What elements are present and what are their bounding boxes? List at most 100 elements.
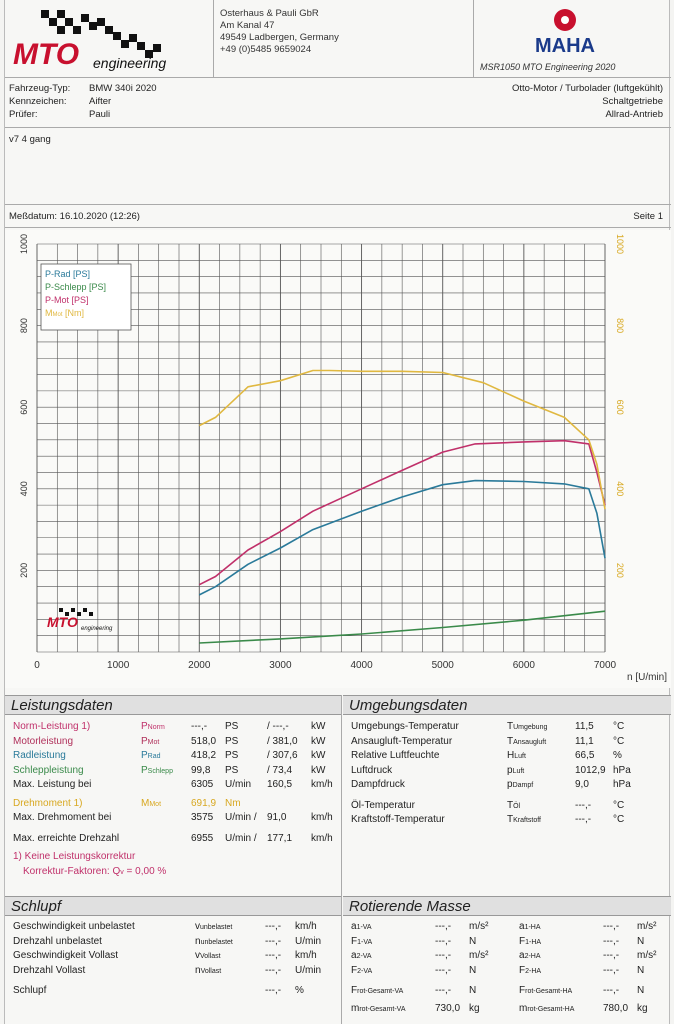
header-divider [213, 0, 214, 78]
vehicle-type-label: Fahrzeug-Typ: [9, 83, 71, 94]
page-number: Seite 1 [633, 211, 663, 222]
software-version: MSR1050 MTO Engineering 2020 [480, 62, 616, 72]
y-left-tick-label: 400 [19, 481, 29, 496]
chart-legend: P-Rad [PS] P-Schlepp [PS] P-Mot [PS] MMot [… [40, 263, 132, 331]
umgebung-table: Umgebungs-Temperatur TUmgebung 11,5 °C Ansau… [351, 720, 669, 828]
measurement-bar: Meßdatum: 16.10.2020 (12:26) Seite 1 [5, 204, 671, 228]
legend-entry: P-Rad [PS] [45, 269, 90, 279]
masse-unit-va: N [469, 985, 477, 996]
masse-unit-va: kg [469, 1002, 480, 1014]
masse-symbol-va: F1-VA [351, 935, 373, 947]
leistung-value-1: 6305 [191, 779, 214, 790]
leistung-unit-2: kW [311, 721, 326, 732]
series-line-2 [198, 439, 606, 586]
umgebung-row: Umgebungs-Temperatur TUmgebung 11,5 °C [351, 720, 669, 735]
korrektur-factor-text: Korrektur-Faktoren: Qv = 0,00 % [23, 865, 167, 877]
leistung-row: Max. Leistung bei 6305 U/min 160,5 km/h [13, 778, 339, 793]
masse-unit-va: m/s² [469, 950, 489, 961]
max-row: Max. Drehmoment bei 3575 U/min / 91,0 km/h [13, 811, 339, 826]
max-label: Max. Drehmoment bei [13, 812, 112, 823]
masse-value-ha: ---,- [603, 921, 620, 932]
legend-entry: P-Schlepp [PS] [45, 282, 106, 292]
x-tick-label: 4000 [350, 660, 373, 671]
schlupf-unit: km/h [295, 950, 317, 961]
dyno-report-sheet: MTO engineering Osterhaus & Pauli GbR Am… [4, 0, 671, 1024]
leistung-unit-1: PS [225, 750, 239, 761]
masse-value-ha: ---,- [603, 950, 620, 961]
drehmoment-symbol: MMot [141, 797, 162, 809]
leistung-row: Schleppleistung PSchlepp 99,8 PS / 73,4 kW [13, 764, 339, 779]
umgebung-label: Dampfdruck [351, 779, 405, 790]
masse-value-va: ---,- [435, 921, 452, 932]
leistung-unit-2: km/h [311, 779, 333, 790]
power-torque-chart: 0 1000 2000 3000 4000 5000 6000 7000 n [U/min] 20… [5, 230, 671, 688]
masse-unit-ha: m/s² [637, 921, 657, 932]
max-row: Max. erreichte Drehzahl 6955 U/min / 177,1 k… [13, 832, 339, 847]
masse-unit-ha: kg [637, 1002, 648, 1014]
drehmoment-unit: Nm [225, 797, 241, 809]
umgebung-value: 11,1 [575, 735, 594, 747]
x-tick-label: 6000 [513, 660, 536, 671]
umgebung-symbol: TAnsaugluft [507, 735, 547, 747]
masse-symbol-ha: F2-HA [519, 964, 542, 976]
max-value-2: 177,1 [267, 832, 293, 844]
max-label: Max. erreichte Drehzahl [13, 832, 120, 844]
umgebung-symbol: pLuft [507, 764, 525, 776]
test-note: v7 4 gang [9, 134, 51, 145]
x-axis-label: n [U/min] [627, 672, 667, 683]
y-right-tick-label: 800 [615, 318, 625, 333]
umgebung-unit: °C [613, 799, 625, 811]
masse-row: F1-VA ---,- N F1-HA ---,- N [351, 935, 669, 950]
umgebung-label: Umgebungs-Temperatur [351, 721, 459, 732]
x-tick-label: 7000 [594, 660, 617, 671]
max-unit-1: U/min / [225, 832, 257, 844]
umgebung-row: Kraftstoff-Temperatur TKraftstoff ---,- °C [351, 813, 669, 828]
leistung-row: Motorleistung PMot 518,0 PS / 381,0 kW [13, 735, 339, 750]
masse-value-va: 730,0 [435, 1002, 461, 1014]
legend-entry: P-Mot [PS] [45, 295, 89, 305]
schlupf-symbol: nVollast [195, 964, 222, 976]
tester-value: Pauli [89, 109, 111, 120]
schlupf-label: Drehzahl unbelastet [13, 935, 102, 947]
address-line: 49549 Ladbergen, Germany [220, 32, 339, 43]
masse-unit-va: N [469, 964, 477, 976]
leistung-unit-1: PS [225, 735, 239, 747]
schlupf-symbol: vVollast [195, 950, 221, 961]
leistung-unit-2: kW [311, 735, 326, 747]
section-title-schlupf: Schlupf [5, 896, 341, 916]
section-divider [341, 695, 342, 1024]
leistung-value-2: / 73,4 [267, 764, 293, 776]
leistung-value-2: / 307,6 [267, 750, 298, 761]
watermark-flag-icon [77, 612, 81, 616]
masse-row: F2-VA ---,- N F2-HA ---,- N [351, 964, 669, 979]
series-line-3 [198, 369, 606, 510]
umgebung-symbol: pDampf [507, 779, 534, 790]
umgebung-label: Kraftstoff-Temperatur [351, 814, 445, 825]
umgebung-label: Relative Luftfeuchte [351, 750, 440, 761]
umgebung-value: ---,- [575, 799, 592, 811]
leistung-value-1: 518,0 [191, 735, 217, 747]
masse-row: mrot-Gesamt-VA 730,0 kg mrot-Gesamt-HA 780,0… [351, 1002, 669, 1017]
masse-unit-ha: N [637, 985, 645, 996]
schlupf-symbol: nunbelastet [195, 935, 233, 947]
masse-unit-ha: N [637, 935, 645, 947]
leistung-value-2: / 381,0 [267, 735, 298, 747]
leistung-label: Motorleistung [13, 735, 74, 747]
masse-unit-va: m/s² [469, 921, 489, 932]
watermark-flag-icon [89, 612, 93, 616]
drehmoment-row: Drehmoment 1) MMot 691,9 Nm [13, 797, 339, 812]
masse-value-va: ---,- [435, 950, 452, 961]
x-tick-label: 0 [34, 660, 40, 671]
leistung-label: Schleppleistung [13, 764, 84, 776]
umgebung-row: Ansaugluft-Temperatur TAnsaugluft 11,1 °C [351, 735, 669, 750]
vehicle-type-value: BMW 340i 2020 [89, 83, 157, 94]
umgebung-symbol: TKraftstoff [507, 814, 541, 825]
logo-mto-text: MTO [13, 38, 79, 71]
masse-unit-ha: m/s² [637, 950, 657, 961]
masse-row: Frot-Gesamt-VA ---,- N Frot-Gesamt-HA ---,- N [351, 984, 669, 999]
schlupf-value: ---,- [265, 964, 282, 976]
plate-label: Kennzeichen: [9, 96, 67, 107]
masse-symbol-ha: F1-HA [519, 935, 542, 947]
masse-unit-ha: N [637, 964, 645, 976]
section-title-masse: Rotierende Masse [343, 896, 671, 916]
